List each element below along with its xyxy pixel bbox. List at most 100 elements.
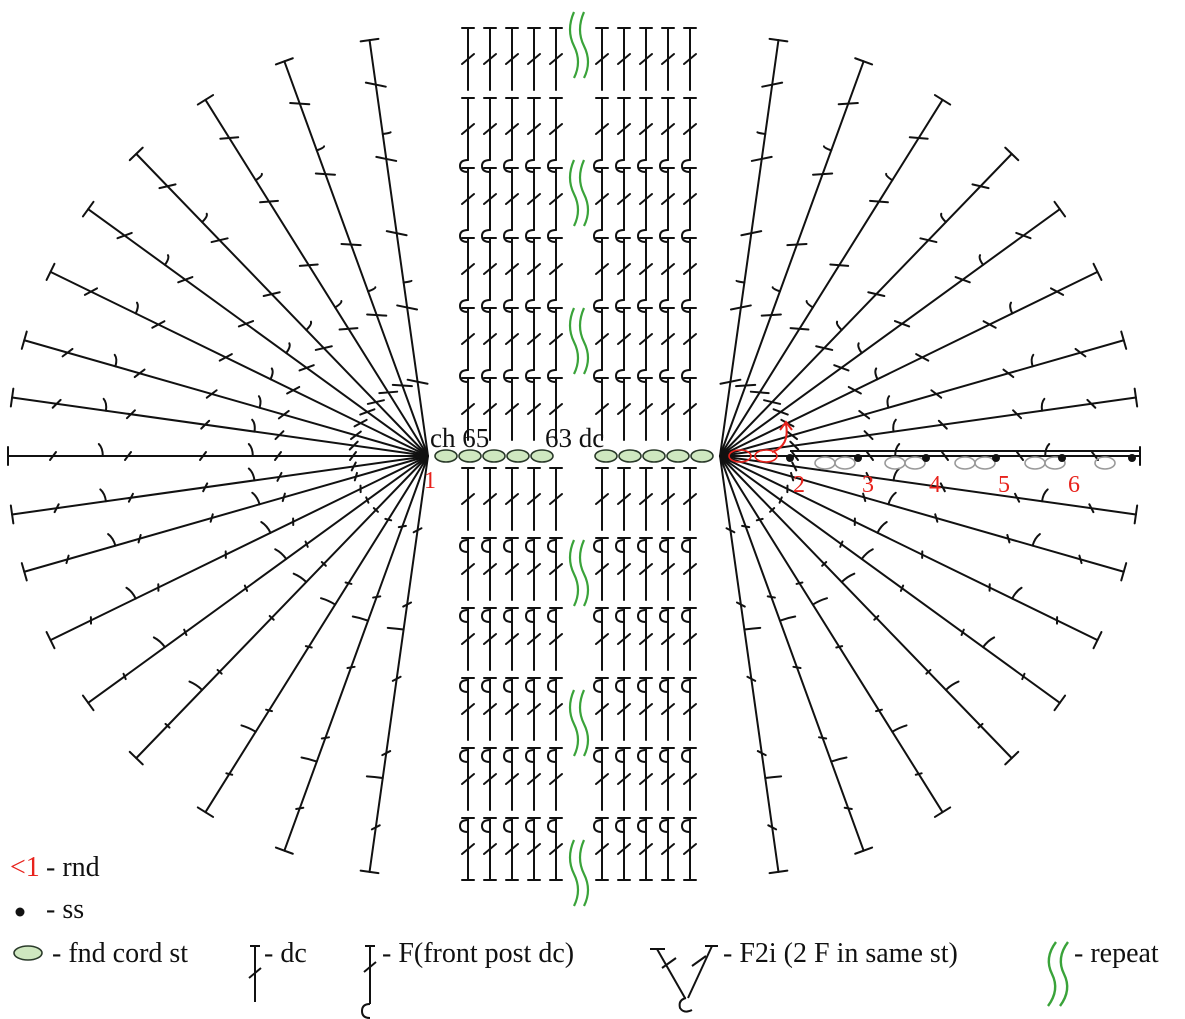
fpdc-hook xyxy=(480,539,491,553)
fpdc-hook xyxy=(592,229,603,243)
fpdc-hook xyxy=(524,229,535,243)
dc-slash xyxy=(683,563,697,575)
fpdc-hook xyxy=(524,679,535,693)
fan-slash xyxy=(124,451,132,461)
fan-slash xyxy=(366,313,388,317)
fan-slash xyxy=(847,385,862,395)
fan-slash xyxy=(960,628,965,636)
fan-hook xyxy=(857,342,863,355)
fan-slash xyxy=(954,276,971,284)
ss-dot xyxy=(1058,454,1066,462)
dc-slash xyxy=(505,563,519,575)
fpdc-hook xyxy=(546,229,557,243)
dc-slash xyxy=(639,633,653,645)
fan-hook xyxy=(1030,353,1035,368)
round-marker-6: 6 xyxy=(1068,472,1080,498)
fpdc-hook xyxy=(502,819,513,833)
fan-slash xyxy=(735,601,746,608)
fan-slash xyxy=(49,451,57,461)
fan-slash xyxy=(314,345,333,351)
fpdc-hook xyxy=(458,819,469,833)
dc-slash xyxy=(683,333,697,345)
dc-slash xyxy=(639,773,653,785)
fan-post xyxy=(23,455,429,573)
dc-slash xyxy=(661,493,675,505)
cord-st-grey xyxy=(954,456,976,470)
fan-hook xyxy=(835,320,843,331)
fan-post xyxy=(719,455,944,814)
fpdc-hook xyxy=(546,299,557,313)
dc-slash xyxy=(661,263,675,275)
fan-slash xyxy=(349,451,357,461)
fan-slash xyxy=(289,102,311,106)
cord-st-grey xyxy=(904,456,926,470)
dc-slash xyxy=(549,633,563,645)
round-arrow-head xyxy=(779,420,793,431)
repeat-wave xyxy=(568,307,580,375)
fan-slash xyxy=(268,614,275,621)
fpdc-hook xyxy=(614,819,625,833)
dc-slash xyxy=(527,333,541,345)
dc-slash xyxy=(595,633,609,645)
repeat-wave xyxy=(578,839,590,907)
fan-hook xyxy=(944,680,960,691)
round-marker-2: 2 xyxy=(793,472,805,498)
legend-rnd-mark: <1 xyxy=(10,852,40,883)
dc-slash xyxy=(461,193,475,205)
fan-hook xyxy=(305,320,313,331)
fpdc-hook xyxy=(546,369,557,383)
dc-slash xyxy=(483,773,497,785)
fpdc-hook xyxy=(480,609,491,623)
fan-hook xyxy=(188,680,204,691)
repeat-wave xyxy=(578,11,590,79)
dc-slash xyxy=(461,403,475,415)
round-arrow xyxy=(771,423,788,453)
legend-f2i-text: - F2i (2 F in same st) xyxy=(723,938,958,969)
fpdc-hook xyxy=(636,819,647,833)
fan-slash xyxy=(746,675,757,682)
fan-slash xyxy=(381,750,392,757)
fan-slash xyxy=(83,287,99,296)
fan-post xyxy=(719,396,1137,457)
fan-hook xyxy=(274,548,288,560)
dc-slash xyxy=(617,563,631,575)
fpdc-hook xyxy=(458,749,469,763)
fan-end-bar xyxy=(1053,200,1067,218)
fan-hook xyxy=(113,353,118,368)
fpdc-hook xyxy=(524,749,535,763)
fan-slash xyxy=(1049,287,1065,296)
fan-slash xyxy=(286,385,301,395)
dc-slash xyxy=(595,773,609,785)
fan-end-bar xyxy=(768,37,789,43)
fan-slash xyxy=(218,353,233,362)
fan-slash xyxy=(792,665,802,670)
dc-slash xyxy=(527,53,541,65)
fpdc-hook xyxy=(680,749,691,763)
fan-slash xyxy=(370,824,381,831)
fan-hook xyxy=(1040,397,1046,412)
fan-slash xyxy=(127,492,134,503)
fan-slash xyxy=(735,383,757,388)
fpdc-hook xyxy=(546,679,557,693)
dc-slash xyxy=(639,193,653,205)
fan-post xyxy=(283,455,429,852)
fan-slash xyxy=(210,237,229,244)
fan-hook xyxy=(811,597,829,606)
fan-slash xyxy=(791,451,799,461)
fan-slash xyxy=(862,492,867,503)
fpdc-hook xyxy=(480,819,491,833)
fpdc-hook xyxy=(680,819,691,833)
fan-end-bar xyxy=(45,631,56,650)
dc-slash xyxy=(527,633,541,645)
dc-slash xyxy=(461,493,475,505)
fpdc-hook xyxy=(658,539,669,553)
fan-slash xyxy=(346,665,356,670)
ss-dot xyxy=(1128,454,1136,462)
fan-post xyxy=(87,455,429,704)
fan-slash xyxy=(205,389,218,399)
dc-slash xyxy=(661,123,675,135)
foundation-cord xyxy=(434,420,1140,470)
dc-slash xyxy=(527,193,541,205)
fpdc-hook xyxy=(502,539,513,553)
dc-slash xyxy=(527,403,541,415)
